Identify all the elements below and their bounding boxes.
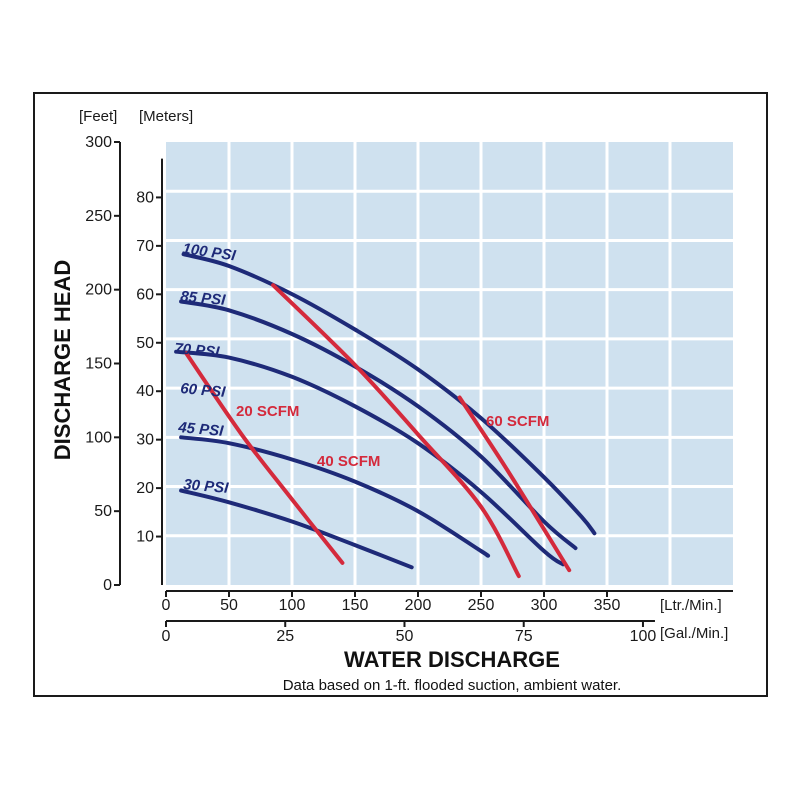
- x-gallons-tick-label: 0: [162, 628, 171, 645]
- x-gallons-tick-label: 25: [276, 628, 294, 645]
- series-line-30-psi: [179, 488, 414, 570]
- y-unit-feet: [Feet]: [79, 108, 117, 125]
- y-feet-tick-label: 150: [85, 356, 112, 373]
- x-liters-tick-label: 350: [594, 597, 621, 614]
- y-feet-tick-label: 300: [85, 134, 112, 151]
- y-feet-tick-label: 50: [94, 503, 112, 520]
- x-liters-tick-label: 50: [220, 597, 238, 614]
- series-label-70-psi: 70 PSI: [174, 340, 221, 361]
- x-gallons-tick-label: 50: [396, 628, 414, 645]
- x-liters-tick-label: 250: [468, 597, 495, 614]
- y-feet-tick-label: 200: [85, 282, 112, 299]
- y-feet-tick-label: 100: [85, 429, 112, 446]
- series-label-60-scfm: 60 SCFM: [486, 413, 549, 430]
- y-meters-tick-label: 50: [136, 335, 154, 352]
- series-line-45-psi: [179, 435, 491, 558]
- y-feet-tick-label: 0: [103, 577, 112, 594]
- x-liters-tick-label: 200: [405, 597, 432, 614]
- x-gallons-tick-label: 75: [515, 628, 533, 645]
- y-meters-tick-label: 30: [136, 432, 154, 449]
- series-label-30-psi: 30 PSI: [183, 476, 230, 497]
- x-axis-title: WATER DISCHARGE: [344, 647, 560, 672]
- series-label-40-scfm: 40 SCFM: [317, 453, 380, 470]
- series-line-40-scfm: [271, 283, 521, 579]
- series-label-60-psi: 60 PSI: [180, 380, 227, 401]
- series-label-45-psi: 45 PSI: [177, 419, 225, 440]
- y-meters-tick-label: 80: [136, 189, 154, 206]
- y-meters-tick-label: 60: [136, 286, 154, 303]
- x-unit-liters: [Ltr./Min.]: [660, 597, 722, 614]
- y-meters-tick-label: 10: [136, 529, 154, 546]
- y-meters-tick-label: 20: [136, 480, 154, 497]
- series-line-70-psi: [174, 349, 565, 567]
- series-line-60-scfm: [457, 395, 572, 573]
- y-meters-tick-label: 70: [136, 238, 154, 255]
- x-liters-tick-label: 150: [342, 597, 369, 614]
- series-label-20-scfm: 20 SCFM: [236, 403, 299, 420]
- x-liters-tick-label: 300: [531, 597, 558, 614]
- y-unit-meters: [Meters]: [139, 108, 193, 125]
- y-meters-tick-label: 40: [136, 383, 154, 400]
- x-liters-tick-label: 100: [279, 597, 306, 614]
- series-layer: [174, 252, 597, 579]
- footnote: Data based on 1-ft. flooded suction, amb…: [283, 677, 622, 694]
- y-axis-title: DISCHARGE HEAD: [50, 260, 75, 460]
- y-feet-tick-label: 250: [85, 208, 112, 225]
- x-unit-gallons: [Gal./Min.]: [660, 625, 728, 642]
- series-line-20-scfm: [184, 351, 345, 565]
- series-label-85-psi: 85 PSI: [180, 288, 227, 309]
- x-liters-tick-label: 0: [162, 597, 171, 614]
- series-line-100-psi: [181, 252, 597, 536]
- x-gallons-tick-label: 100: [630, 628, 657, 645]
